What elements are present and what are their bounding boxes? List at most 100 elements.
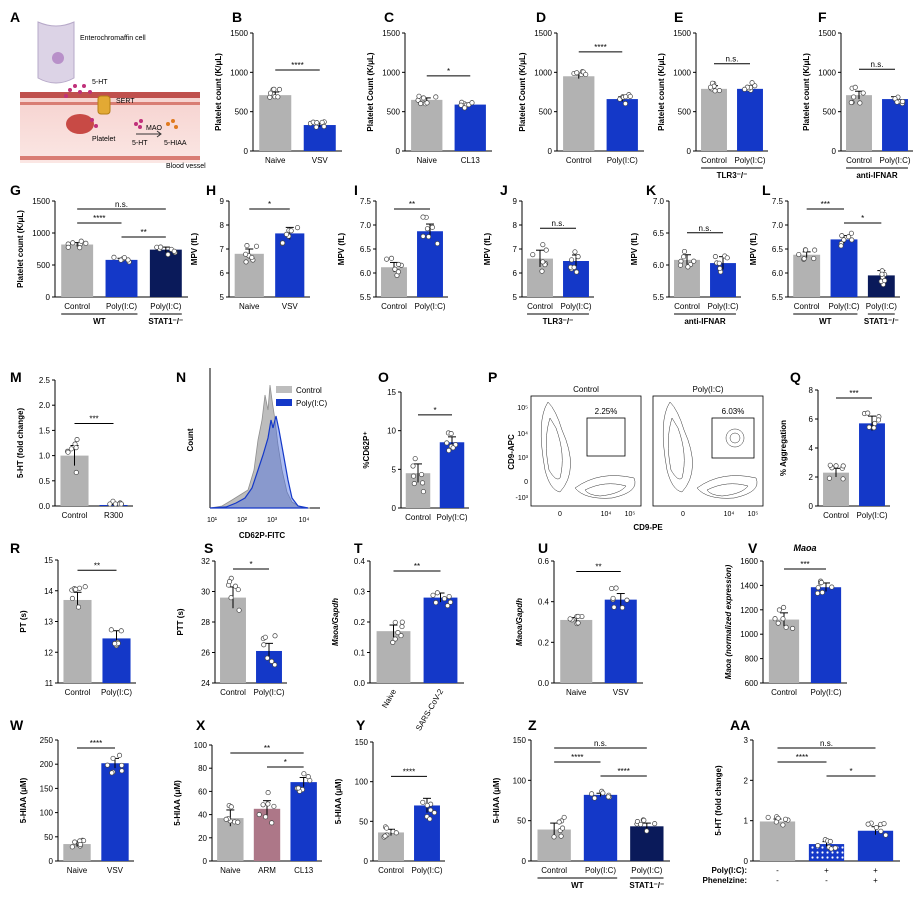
data-point: [775, 620, 781, 626]
row-label-polyic: Poly(I:C):: [711, 866, 747, 875]
data-point: [575, 613, 581, 619]
chart-g: G 0 500 1000 1500 Platelet count (K/μL) Contro…: [10, 182, 188, 326]
y-axis-label: MPV (fL): [749, 232, 758, 265]
x-tick-label: Poly(I:C): [734, 156, 765, 165]
bar-0: [220, 597, 246, 683]
y-axis-label: Platelet count (K/μL): [657, 53, 666, 131]
y-tick-label: 1000: [673, 68, 691, 77]
panel-label-l: L: [762, 182, 771, 198]
y-tick-label: 7: [220, 245, 225, 254]
data-point: [429, 224, 435, 230]
y-tick-label: 0.2: [354, 618, 366, 627]
data-point: [848, 100, 854, 106]
y-tick-label: 1500: [534, 29, 552, 38]
data-point: [260, 802, 266, 808]
data-point: [572, 249, 578, 255]
data-point: [865, 410, 871, 416]
x-tick-label: Poly(I:C): [879, 156, 910, 165]
y-tick-label: 2.5: [39, 376, 51, 385]
bar-1: [882, 99, 908, 151]
data-point: [280, 240, 286, 246]
x-tick-label: Control: [541, 866, 567, 875]
label-5ht-2: 5-HT: [132, 140, 148, 147]
y-tick-label: 9: [220, 197, 225, 206]
vessel-wall-top: [20, 92, 200, 98]
data-point: [424, 802, 430, 808]
y-tick-label: 15: [387, 388, 396, 397]
data-point: [384, 256, 390, 262]
significance-label: n.s.: [820, 739, 833, 748]
y-axis-label: %CD62P⁺: [362, 431, 371, 468]
data-point: [780, 616, 786, 622]
data-point: [852, 84, 858, 90]
bar-1: [454, 104, 486, 151]
chart-q: Q 0 2 4 6 8 % Aggregation Control Poly(I:C) ***: [779, 369, 890, 520]
data-point: [782, 816, 789, 822]
y-tick-label: 13: [44, 618, 53, 627]
data-point: [812, 247, 818, 253]
x-tick-label: Control: [566, 156, 592, 165]
y-tick-label: 2: [809, 473, 814, 482]
bar-2: [867, 275, 895, 297]
data-point: [77, 841, 83, 848]
cell-nucleus-icon: [52, 52, 64, 64]
data-point: [865, 821, 871, 827]
group-label: TLR3⁻/⁻: [543, 317, 574, 326]
y-tick-label: 6.5: [772, 245, 784, 254]
data-point: [623, 94, 629, 100]
data-point: [272, 662, 278, 668]
significance-label: ****: [291, 61, 303, 70]
chart-s: S 24 26 28 30 32 PTT (s) Control Poly(I:C) *: [176, 540, 287, 697]
bar-1: [737, 88, 763, 151]
data-point: [430, 592, 436, 598]
flow-tick-3: 10³: [267, 517, 278, 524]
data-point: [832, 845, 838, 851]
y-tick-label: 5.5: [772, 293, 784, 302]
contour-ytick-3: 10³: [518, 455, 529, 462]
data-point: [393, 830, 399, 836]
y-tick-label: 0.1: [354, 649, 366, 658]
data-point: [803, 247, 809, 253]
chart-c: C 0 500 1000 1500 Platelet Count (K/μL) Naive C…: [366, 9, 492, 165]
y-tick-label: 1: [744, 817, 749, 826]
x-tick-label: VSV: [312, 156, 329, 165]
legend-polyic-swatch: [276, 399, 292, 406]
y-tick-label: 0: [244, 147, 249, 156]
panel-label-N: N: [176, 369, 186, 385]
panel-label-w: W: [10, 717, 24, 733]
y-tick-label: 250: [40, 736, 54, 745]
data-point: [846, 234, 852, 240]
data-point: [68, 446, 74, 452]
x-tick-label: Naive: [67, 866, 88, 875]
significance-label: ***: [89, 415, 98, 424]
x-tick-label: Poly(I:C): [828, 302, 859, 311]
panel-label-z: Z: [528, 717, 537, 733]
data-point: [228, 595, 234, 601]
significance-label: n.s.: [115, 200, 128, 209]
y-tick-label: 8: [809, 386, 814, 395]
data-point: [69, 595, 75, 602]
y-tick-label: 40: [198, 811, 207, 820]
x-tick-label: VSV: [613, 688, 630, 697]
y-tick-label: 0.0: [538, 679, 550, 688]
data-point: [420, 95, 427, 101]
significance-label: *: [861, 214, 864, 223]
data-point: [561, 814, 567, 820]
data-point: [73, 445, 79, 451]
data-point: [838, 243, 844, 249]
group-label: STAT1⁻/⁻: [864, 317, 899, 326]
y-tick-label: 7: [513, 245, 518, 254]
data-point: [848, 230, 854, 236]
y-tick-label: 0: [392, 504, 397, 513]
vessel-wall-bottom: [20, 156, 200, 160]
data-point: [288, 228, 294, 234]
y-axis-label: MPV (fL): [190, 232, 199, 265]
control-histogram: [209, 384, 311, 509]
data-point: [776, 607, 782, 613]
schematic-panel: A Enterochromaffin cell 5-HT SERT Platel…: [10, 9, 206, 170]
x-tick-label: R300: [104, 511, 124, 520]
data-point: [392, 636, 398, 642]
x-tick-label: Poly(I:C): [856, 511, 887, 520]
bar-1: [423, 597, 458, 683]
panel-label-P: P: [488, 369, 497, 385]
